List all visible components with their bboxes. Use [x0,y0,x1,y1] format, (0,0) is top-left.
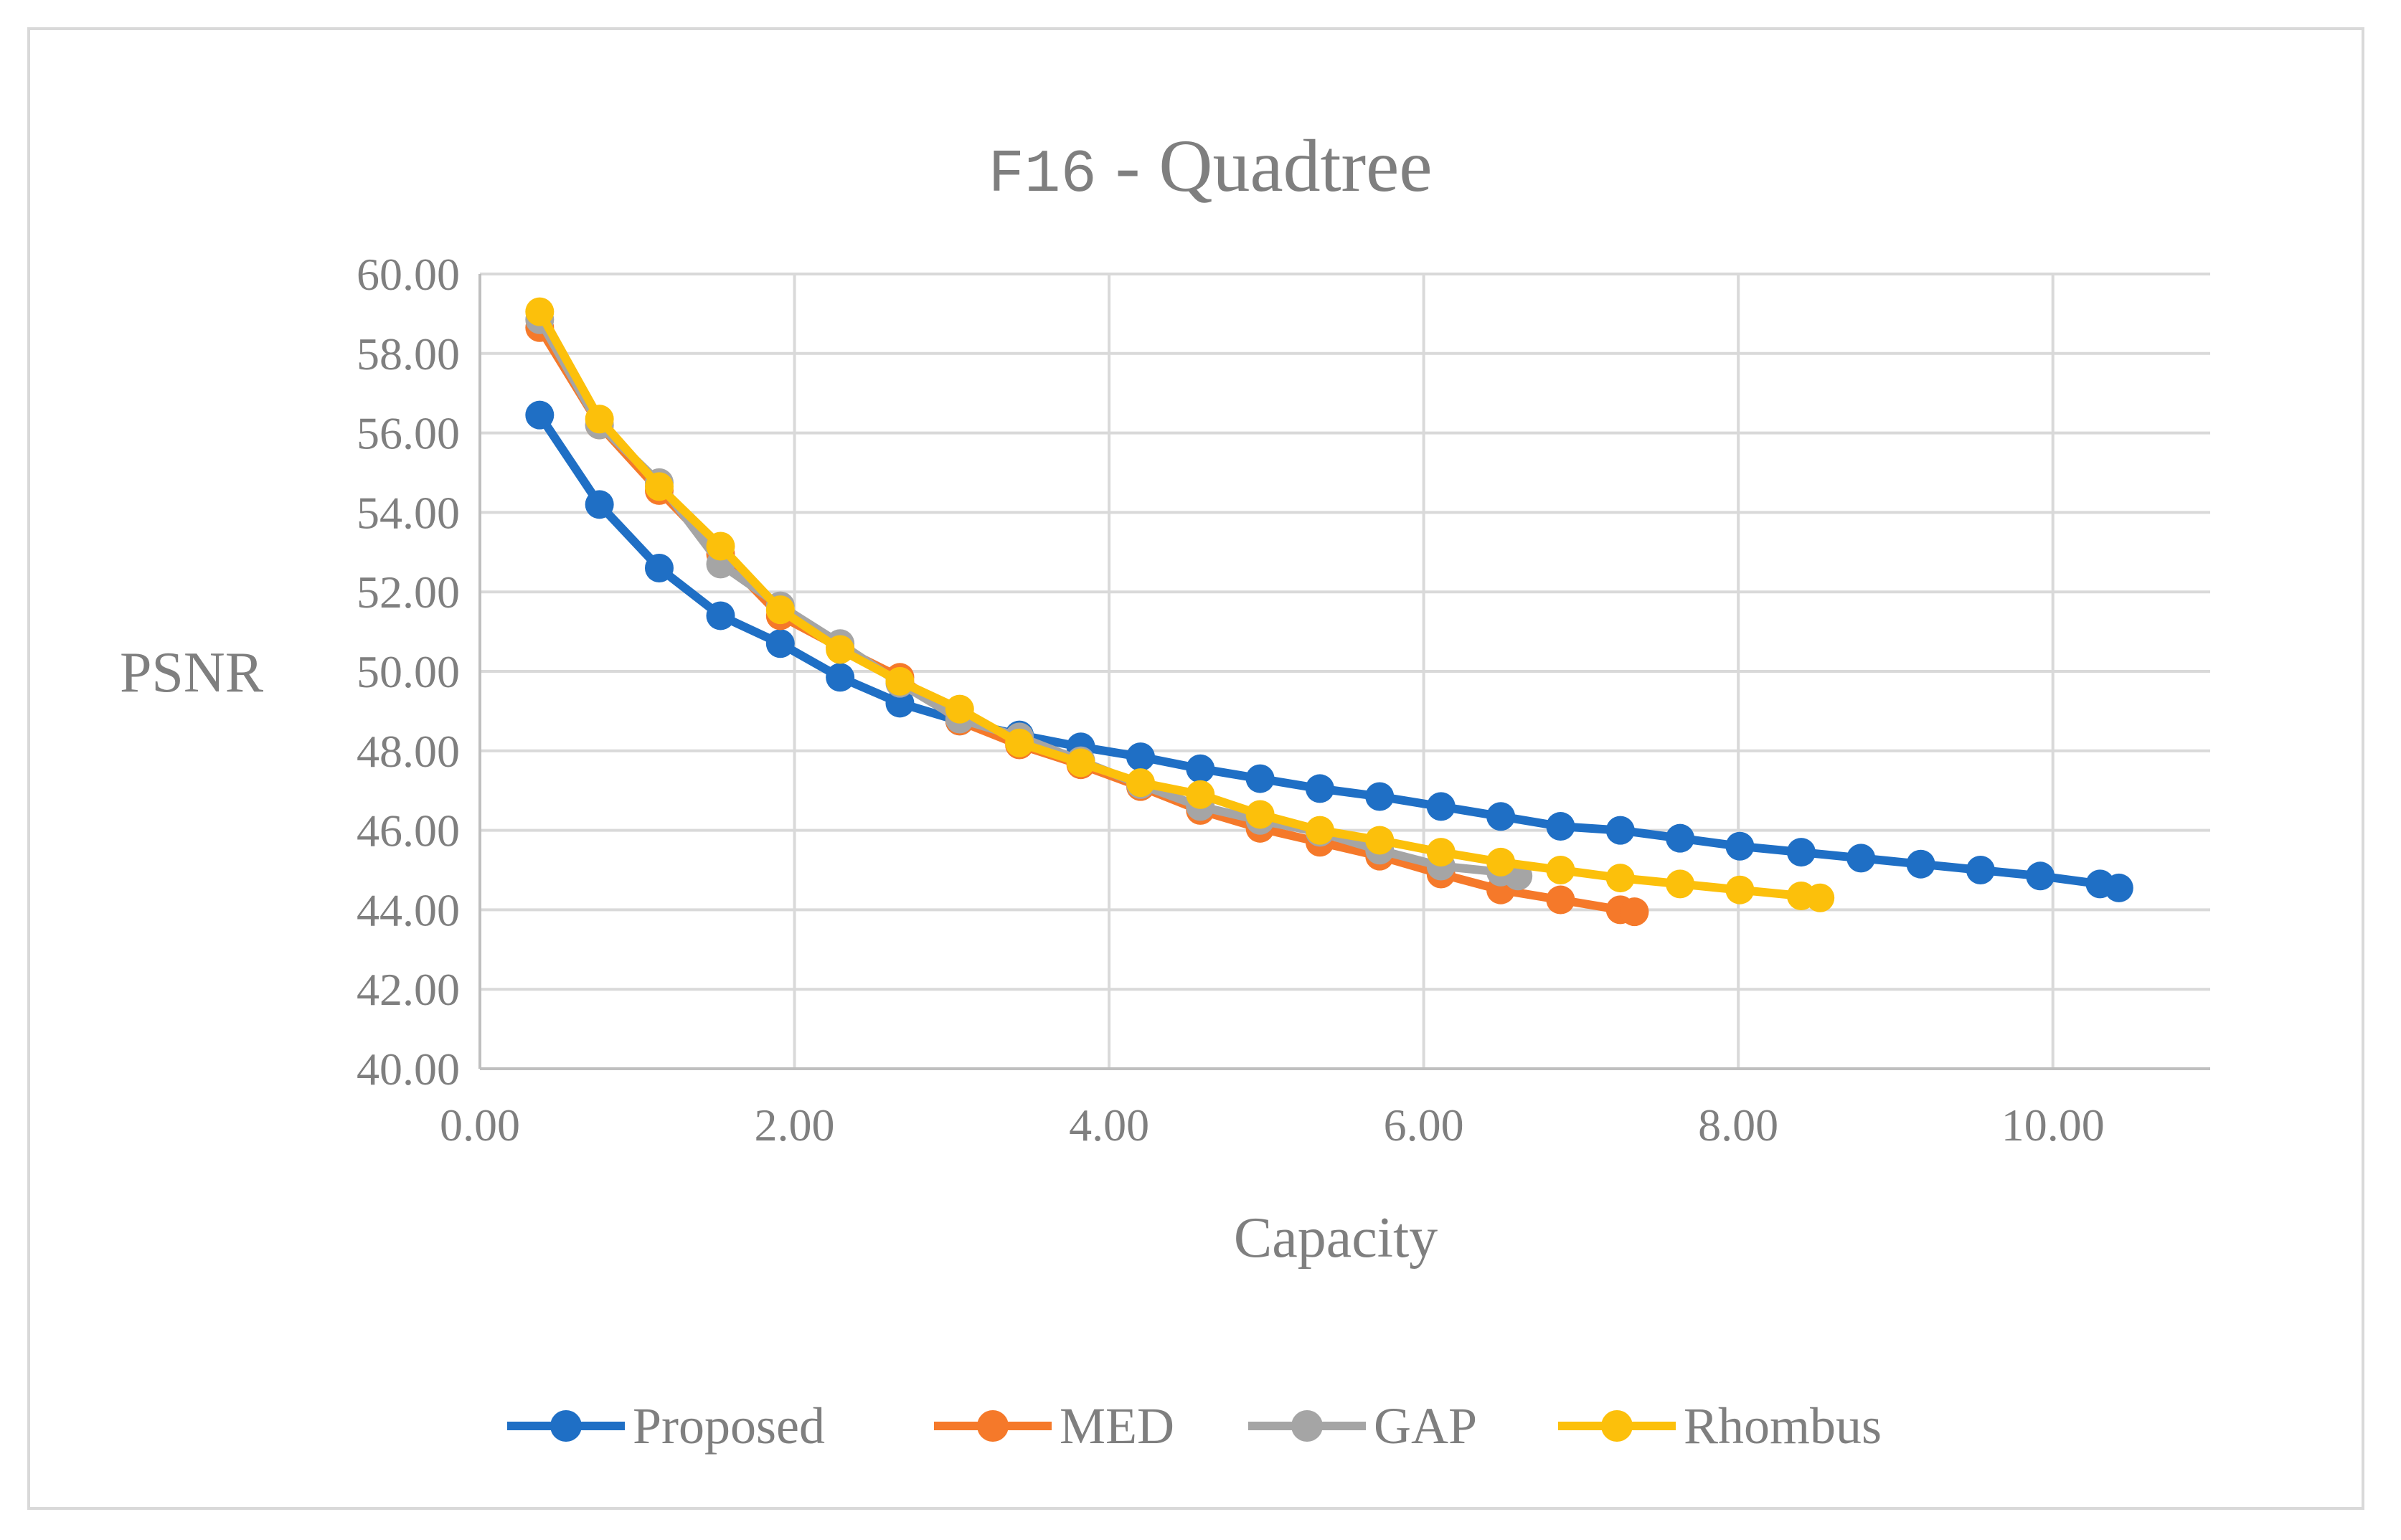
series-line-rhombus [536,309,1821,902]
data-point-rhombus [1305,816,1334,845]
data-point-proposed [1186,754,1215,783]
chart-title-rest: - Quadtree [1097,125,1433,207]
series-proposed [525,400,2133,902]
tick-labels: 40.00 42.00 44.00 46.00 48.00 50.00 52.00 54.00… [357,249,2105,1151]
data-point-proposed [1605,816,1635,845]
gridlines [480,273,2210,1069]
data-point-proposed [2104,873,2133,902]
data-point-proposed [1486,802,1516,831]
data-point-proposed [1126,742,1155,772]
data-point-rhombus [1725,875,1755,904]
y-tick-label: 50.00 [357,646,460,697]
data-point-rhombus [1605,864,1635,893]
data-point-proposed [1305,774,1334,803]
data-point-proposed [1426,792,1456,821]
legend-item-med: MED [934,1397,1174,1455]
y-tick-label: 48.00 [357,726,460,777]
y-tick-label: 44.00 [357,884,460,935]
legend: Proposed MED GAP Rhombus [507,1397,1882,1455]
x-axis-title: Capacity [1234,1206,1438,1270]
x-tick-label: 2.00 [755,1100,835,1151]
y-tick-label: 58.00 [357,329,460,379]
data-point-proposed [885,689,915,718]
data-point-rhombus [585,405,614,434]
data-point-rhombus [945,694,974,724]
legend-swatch-marker-rhombus [1601,1410,1633,1442]
axes [478,274,2210,1070]
y-tick-label: 56.00 [357,408,460,459]
x-tick-label: 0.00 [440,1100,520,1151]
data-point-proposed [1846,844,1876,873]
x-tick-label: 10.00 [2001,1100,2105,1151]
plot-series [525,297,2133,927]
chart-title-code: F16 [989,141,1097,209]
series-med [525,313,1649,927]
data-point-proposed [826,663,855,692]
data-point-rhombus [1066,748,1095,778]
data-point-proposed [1786,838,1816,867]
data-point-proposed [525,400,555,430]
legend-swatch-marker-med [977,1410,1009,1442]
data-point-rhombus [1666,869,1695,899]
data-point-proposed [1365,782,1395,811]
legend-swatch-marker-proposed [550,1410,582,1442]
legend-label-gap: GAP [1374,1397,1477,1455]
y-tick-label: 42.00 [357,964,460,1015]
chart-frame: F16 - Quadtree 40.00 42.00 44.00 46.00 48.00… [27,27,2364,1510]
data-point-proposed [765,629,795,658]
data-point-rhombus [765,595,795,625]
legend-item-proposed: Proposed [507,1397,825,1455]
series-rhombus [525,297,1835,912]
y-tick-label: 60.00 [357,249,460,300]
x-tick-label: 4.00 [1069,1100,1149,1151]
data-point-med [1620,897,1649,927]
data-point-proposed [585,490,614,519]
y-tick-label: 54.00 [357,487,460,538]
series-line-med [536,325,1636,917]
data-point-proposed [644,553,674,582]
legend-label-rhombus: Rhombus [1684,1397,1882,1455]
legend-label-proposed: Proposed [633,1397,825,1455]
y-tick-label: 40.00 [357,1044,460,1095]
data-point-rhombus [1426,838,1456,867]
data-point-rhombus [644,472,674,501]
data-point-rhombus [1546,856,1575,884]
legend-swatch-marker-gap [1291,1410,1323,1442]
x-tick-label: 8.00 [1698,1100,1778,1151]
data-point-rhombus [885,666,915,696]
series-line-proposed [536,412,2121,892]
y-axis-title: PSNR [120,641,264,704]
data-point-proposed [1966,856,1995,884]
data-point-proposed [1725,831,1755,861]
data-point-proposed [1546,812,1575,841]
chart-title: F16 - Quadtree [989,125,1433,209]
data-point-rhombus [1486,847,1516,877]
legend-item-gap: GAP [1248,1397,1477,1455]
data-point-proposed [706,601,735,630]
data-point-rhombus [1126,768,1155,798]
x-tick-label: 6.00 [1384,1100,1464,1151]
y-tick-label: 52.00 [357,567,460,618]
y-tick-label: 46.00 [357,806,460,856]
data-point-rhombus [1005,728,1034,757]
data-point-rhombus [1365,826,1395,855]
data-point-proposed [2026,861,2055,891]
chart-svg: F16 - Quadtree 40.00 42.00 44.00 46.00 48.00… [120,125,2210,1455]
data-point-proposed [1906,849,1935,879]
legend-label-med: MED [1060,1397,1174,1455]
legend-item-rhombus: Rhombus [1558,1397,1882,1455]
data-point-rhombus [1245,800,1275,829]
data-point-med [1546,885,1575,915]
data-point-rhombus [525,297,555,326]
data-point-proposed [1666,823,1695,853]
data-point-rhombus [1186,780,1215,809]
data-point-rhombus [706,532,735,561]
data-point-rhombus [1806,883,1835,912]
data-point-rhombus [826,635,855,664]
data-point-proposed [1245,764,1275,793]
